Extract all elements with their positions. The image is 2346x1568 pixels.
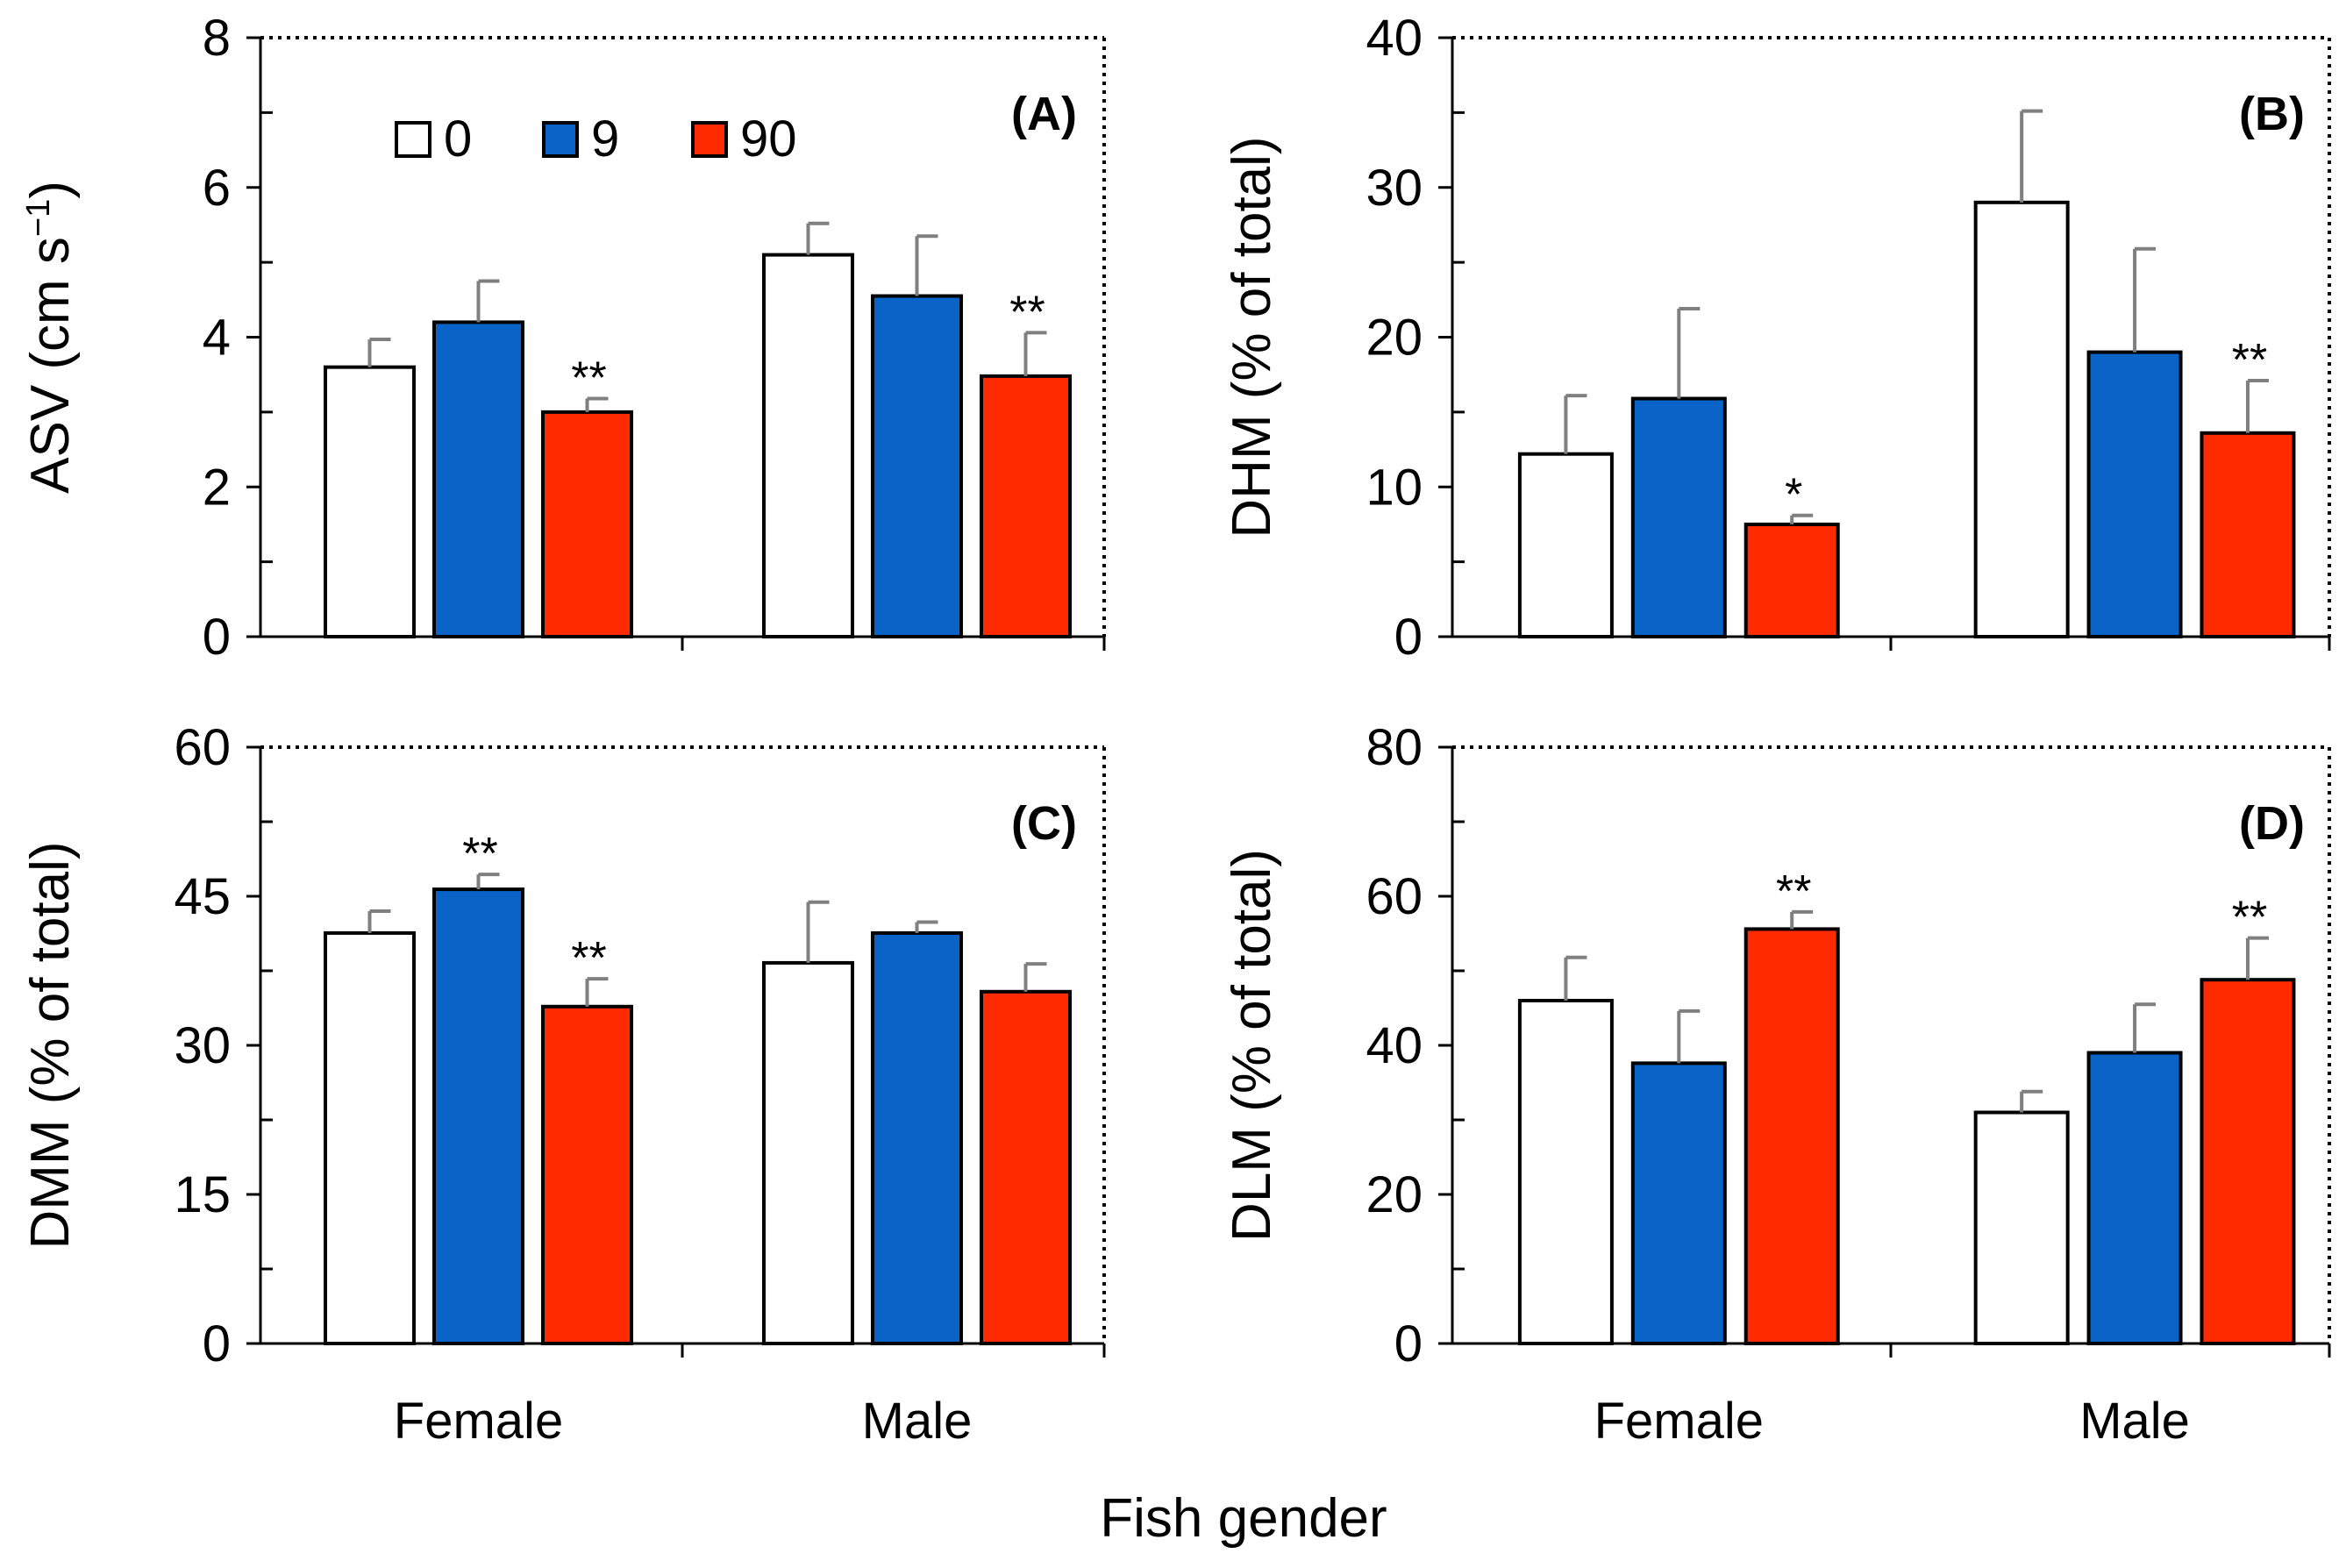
y-tick-label: 10	[1366, 459, 1423, 516]
y-tick-label: 20	[1366, 310, 1423, 367]
category-label: Female	[1594, 1393, 1764, 1450]
panel-c: 0 15 30 45 60 ** ** Female Male (C) DMM (% of tota…	[20, 719, 1106, 1450]
bar-female-0	[1517, 452, 1614, 638]
legend-label-0: 0	[444, 110, 472, 167]
bar-male-0	[1973, 200, 2070, 638]
bar-male-9	[2086, 350, 2183, 638]
legend-swatch-90	[691, 121, 728, 158]
category-label: Male	[862, 1393, 973, 1450]
bar-male-90	[2200, 431, 2296, 638]
bar-female-90	[1743, 927, 1840, 1346]
bar-female-90	[541, 410, 633, 638]
y-tick-label: 40	[1366, 10, 1423, 67]
bar-female-9	[1630, 396, 1727, 638]
significance-mark: **	[2232, 893, 2267, 944]
bar-male-0	[762, 253, 854, 638]
y-tick-label: 0	[203, 609, 231, 666]
significance-mark: **	[1009, 287, 1045, 338]
y-tick-label: 45	[174, 868, 231, 925]
y-axis-title-superscript: −1	[20, 199, 57, 237]
legend: 0 9 90	[395, 110, 797, 167]
panel-label: (C)	[1011, 797, 1077, 850]
bar-female-9	[1630, 1061, 1727, 1346]
bar-male-90	[980, 989, 1072, 1346]
legend-swatch-0	[395, 121, 431, 158]
bar-male-0	[1973, 1110, 2070, 1345]
bar-male-90	[980, 374, 1072, 638]
bar-female-90	[1743, 522, 1840, 638]
bar-female-9	[432, 887, 524, 1345]
y-tick-label: 20	[1366, 1166, 1423, 1223]
y-axis-title: DLM (% of total)	[1222, 849, 1282, 1242]
bar-male-9	[871, 294, 963, 638]
panel-d: 0 20 40 60 80 ** Female ** Male (D) DLM (% of tota…	[1222, 719, 2331, 1450]
bar-female-0	[324, 365, 416, 638]
y-axis-title: ASV (cm s−1)	[20, 181, 81, 494]
significance-mark: **	[462, 829, 497, 880]
x-axis-title: Fish gender	[1100, 1488, 1387, 1549]
y-tick-label: 0	[203, 1315, 231, 1372]
y-tick-label: 40	[1366, 1017, 1423, 1074]
y-tick-label: 0	[1394, 1315, 1423, 1372]
legend-swatch-9	[542, 121, 579, 158]
y-axis-title-close: )	[20, 181, 81, 199]
panel-label: (D)	[2239, 797, 2305, 850]
bar-male-0	[762, 960, 854, 1346]
significance-mark: **	[571, 933, 606, 984]
y-tick-label: 60	[174, 719, 231, 776]
significance-mark: **	[2232, 335, 2267, 386]
y-tick-label: 30	[1366, 160, 1423, 217]
y-axis-title: DMM (% of total)	[20, 841, 81, 1249]
bar-male-90	[2200, 978, 2296, 1345]
bar-female-0	[1517, 999, 1614, 1345]
bar-female-90	[541, 1004, 633, 1346]
y-tick-label: 6	[203, 160, 231, 217]
y-tick-label: 15	[174, 1166, 231, 1223]
y-axis-title: DHM (% of total)	[1222, 136, 1282, 538]
y-tick-label: 8	[203, 10, 231, 67]
category-label: Female	[394, 1393, 563, 1450]
y-tick-label: 30	[174, 1017, 231, 1074]
legend-label-9: 9	[591, 110, 619, 167]
bar-female-0	[324, 930, 416, 1346]
category-label: Male	[2079, 1393, 2190, 1450]
y-tick-label: 60	[1366, 868, 1423, 925]
significance-mark: *	[1785, 470, 1802, 521]
y-tick-label: 2	[203, 459, 231, 516]
bar-male-9	[2086, 1051, 2183, 1345]
legend-label-90: 90	[740, 110, 797, 167]
significance-mark: **	[1776, 866, 1811, 917]
panel-label: (A)	[1011, 88, 1077, 140]
panel-a: 0 2 4 6 8 ** ** (A) ASV (cm s−1)	[20, 10, 1106, 666]
y-tick-label: 4	[203, 310, 231, 367]
y-tick-label: 0	[1394, 609, 1423, 666]
significance-mark: **	[571, 353, 606, 404]
bar-male-9	[871, 930, 963, 1346]
panel-label: (B)	[2239, 88, 2305, 140]
bar-female-9	[432, 320, 524, 638]
y-tick-label: 80	[1366, 719, 1423, 776]
